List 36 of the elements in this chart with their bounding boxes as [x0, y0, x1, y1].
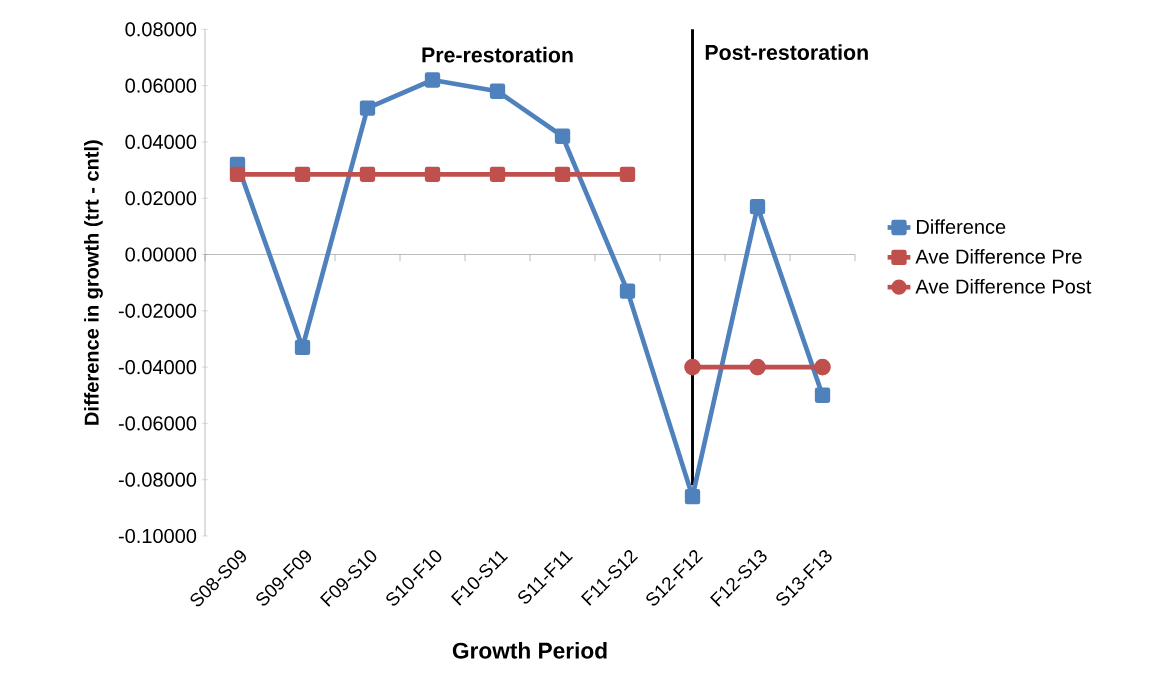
point	[684, 358, 701, 376]
y-tick-label: -0.04000	[118, 360, 197, 375]
point	[294, 339, 311, 356]
annotation: Pre-restoration	[422, 46, 573, 63]
point	[619, 166, 636, 182]
point	[359, 166, 376, 182]
point	[359, 100, 376, 116]
point	[619, 283, 636, 299]
x-axis-title: Growth Period	[452, 642, 607, 659]
point	[424, 72, 441, 88]
y-tick-label: 0.00000	[125, 247, 197, 262]
point	[814, 358, 831, 376]
y-tick-label: -0.08000	[118, 472, 197, 487]
point	[749, 198, 766, 215]
y-tick-label: -0.10000	[118, 528, 197, 544]
point	[554, 166, 571, 182]
point	[749, 358, 766, 376]
y-axis-title: Difference in growth (trt - cntl)	[84, 140, 103, 425]
legend-label: Ave Difference Pre	[915, 249, 1082, 264]
point	[489, 83, 506, 99]
point	[424, 166, 441, 182]
annotation: Post-restoration	[705, 44, 868, 60]
point	[814, 387, 831, 403]
point	[554, 128, 571, 144]
y-tick-label: 0.02000	[125, 191, 197, 206]
legend-label: Ave Difference Post	[915, 278, 1092, 294]
y-tick-label: 0.06000	[125, 78, 197, 93]
point	[294, 166, 311, 182]
y-tick-label: 0.04000	[125, 134, 197, 149]
point	[229, 166, 246, 182]
point	[489, 166, 506, 182]
legend-label: Difference	[917, 219, 1006, 234]
y-tick-label: -0.02000	[118, 303, 197, 318]
y-tick-label: 0.08000	[125, 22, 197, 37]
point	[684, 488, 701, 505]
y-tick-label: -0.06000	[118, 416, 197, 431]
